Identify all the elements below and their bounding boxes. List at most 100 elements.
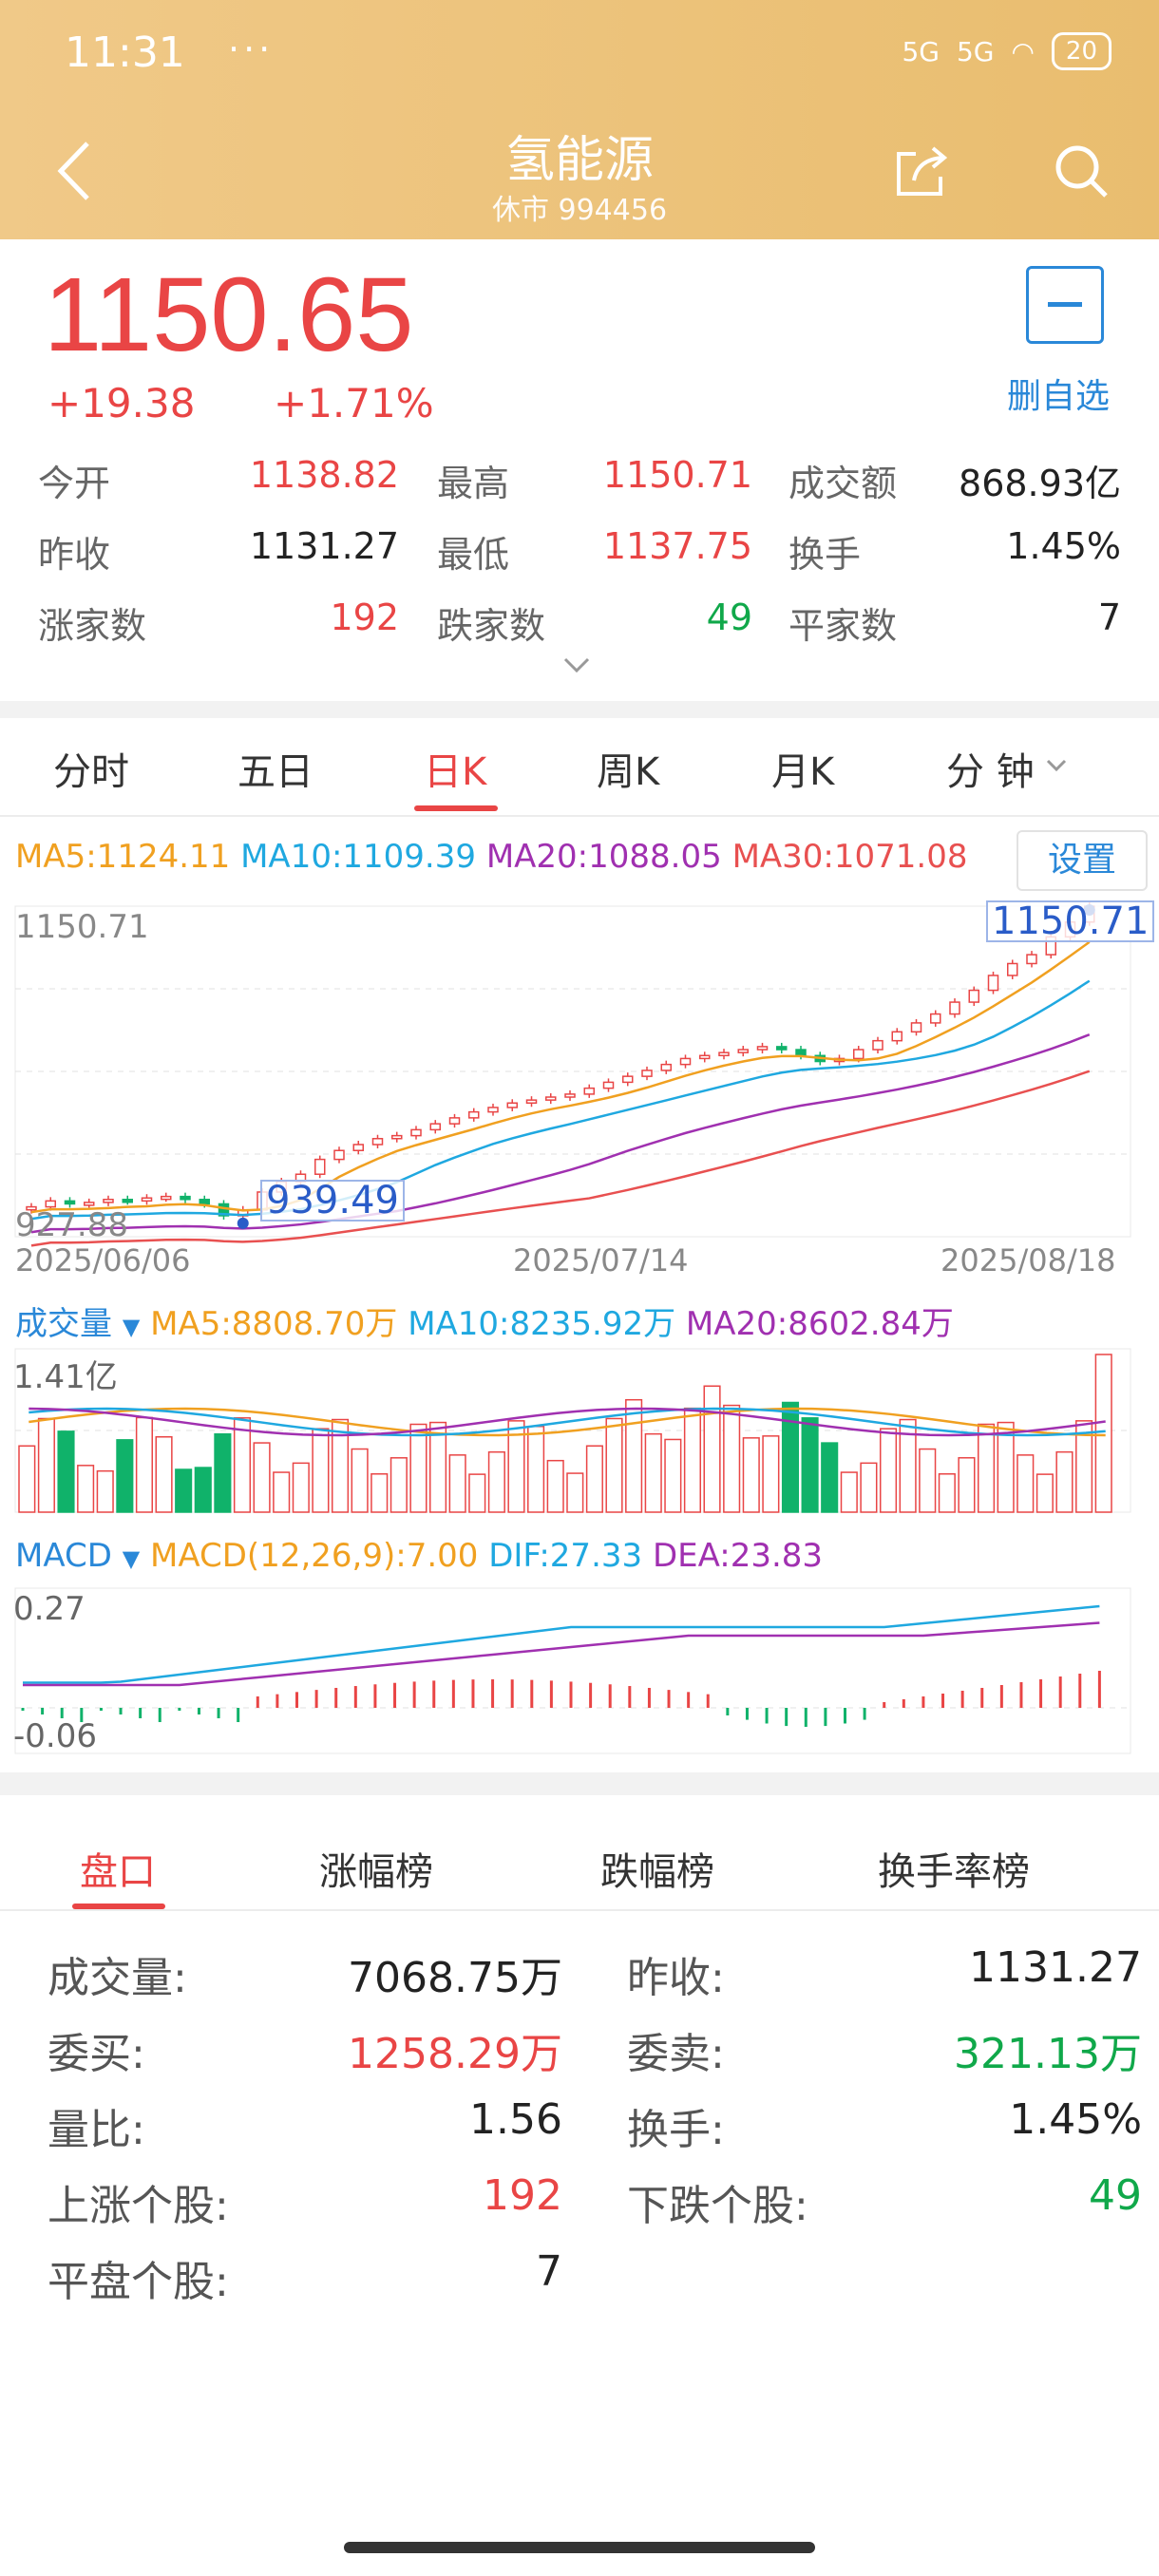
vol-ma20-line [28, 1407, 1106, 1437]
volume-bar [742, 1437, 760, 1513]
volume-bar [605, 1417, 623, 1513]
tab-five-day[interactable]: 五日 [238, 750, 314, 794]
home-indicator[interactable] [344, 2542, 815, 2553]
volume-bar [781, 1401, 800, 1513]
volume-bar [155, 1435, 173, 1513]
tab-monthly-k[interactable]: 月K [771, 750, 835, 794]
volume-bar [135, 1416, 153, 1513]
candle-body [122, 1199, 133, 1203]
stat-label: 成交额 [788, 463, 898, 504]
stat-label: 涨家数 [38, 605, 147, 647]
high-marker: 1150.71 [986, 900, 1155, 942]
vol-ma10: MA10:8235.92万 [408, 1305, 676, 1343]
volume-bar [116, 1439, 134, 1513]
tab-turnover[interactable]: 换手率榜 [878, 1850, 1030, 1894]
app-header: 11:31 ··· 5G 5G ◠ 20 氢能源 休市 994456 [0, 0, 1159, 239]
macd-frame [14, 1587, 1131, 1754]
volume-bar [1094, 1354, 1112, 1513]
search-icon[interactable] [1053, 142, 1110, 199]
candle-body [391, 1134, 403, 1140]
stat-label: 昨收 [38, 534, 111, 576]
candle-body [45, 1200, 56, 1208]
date-start: 2025/06/06 [15, 1242, 191, 1279]
tab-daily-k[interactable]: 日K [424, 750, 487, 794]
status-dots: ··· [228, 28, 275, 70]
volume-bar [1055, 1450, 1074, 1513]
ma10-line [30, 979, 1091, 1221]
candle-body [602, 1081, 615, 1089]
candle-body [314, 1158, 326, 1175]
remove-watchlist-button[interactable] [1026, 266, 1104, 344]
volume-bar [1075, 1420, 1093, 1513]
volume-bar [585, 1445, 603, 1513]
settings-button[interactable]: 设置 [1016, 830, 1148, 891]
current-price: 1150.65 [44, 256, 414, 373]
tab-weekly-k[interactable]: 周K [597, 750, 660, 794]
tab-gainers[interactable]: 涨幅榜 [319, 1850, 433, 1894]
volume-bar [409, 1423, 428, 1513]
tab-minute[interactable]: 分 钟 [946, 750, 1035, 794]
macd-title[interactable]: MACD [15, 1537, 112, 1575]
volume-bar [919, 1448, 937, 1513]
volume-bar [1016, 1454, 1035, 1513]
candle-body [1007, 962, 1018, 976]
volume-bar [273, 1471, 291, 1513]
volume-bar [57, 1430, 75, 1513]
candle-body [1026, 954, 1037, 965]
volume-chart[interactable] [0, 1345, 1159, 1516]
candle-body [872, 1039, 884, 1051]
stat-label: 最高 [437, 463, 510, 504]
candle-body [968, 989, 979, 1003]
tab-pankou[interactable]: 盘口 [80, 1850, 156, 1894]
volume-bar [292, 1462, 310, 1513]
candle-body [487, 1107, 499, 1113]
volume-bar [351, 1448, 369, 1513]
macd-min-label: -0.06 [13, 1717, 97, 1755]
kline-chart[interactable] [0, 902, 1159, 1282]
dropdown-icon[interactable]: ▼ [122, 1314, 141, 1340]
candle-body [525, 1099, 538, 1105]
candle-body [506, 1102, 518, 1108]
candle-body [718, 1051, 730, 1057]
volume-bar [214, 1432, 232, 1513]
pankou-label: 换手: [627, 2106, 725, 2154]
ma30-line [30, 1070, 1091, 1247]
chevron-down-icon[interactable] [562, 655, 591, 674]
page-title: 氢能源 [504, 132, 654, 189]
dea-value: DEA:23.83 [652, 1537, 824, 1575]
candle-body [84, 1202, 95, 1206]
candle-body [333, 1149, 345, 1161]
volume-legend: 成交量 ▼ MA5:8808.70万 MA10:8235.92万 MA20:86… [15, 1297, 954, 1344]
volume-bar [487, 1450, 505, 1513]
pankou-value: 1258.29万 [348, 2030, 562, 2078]
volume-bar [840, 1471, 858, 1513]
back-icon[interactable] [53, 138, 95, 204]
tab-timeshare[interactable]: 分时 [53, 750, 129, 794]
volume-title[interactable]: 成交量 [15, 1305, 112, 1343]
pankou-label: 上涨个股: [48, 2182, 229, 2230]
macd-chart[interactable] [0, 1584, 1159, 1757]
ma20-value: MA20:1088.05 [485, 838, 722, 876]
volume-bar [390, 1457, 408, 1513]
stat-label: 换手 [788, 534, 862, 576]
vol-ma5: MA5:8808.70万 [150, 1305, 398, 1343]
volume-bar [703, 1385, 721, 1513]
dropdown-icon[interactable]: ▼ [122, 1545, 141, 1572]
active-tab-indicator [414, 805, 498, 811]
battery-icon: 20 [1051, 32, 1112, 70]
pankou-value: 1131.27 [969, 1943, 1142, 1992]
chevron-down-icon[interactable] [1045, 758, 1068, 773]
share-icon[interactable] [893, 142, 952, 199]
candle-body [910, 1022, 922, 1033]
tab-losers[interactable]: 跌幅榜 [600, 1850, 714, 1894]
low-dot [237, 1217, 249, 1229]
candle-body [660, 1063, 672, 1071]
low-marker: 939.49 [260, 1180, 405, 1222]
divider [0, 1909, 1159, 1911]
stat-value: 7 [1097, 597, 1121, 638]
volume-bar [683, 1407, 702, 1513]
candle-body [564, 1093, 576, 1098]
candle-body [795, 1049, 807, 1057]
pankou-value: 7 [536, 2247, 562, 2296]
remove-watchlist-label[interactable]: 删自选 [1007, 377, 1111, 416]
